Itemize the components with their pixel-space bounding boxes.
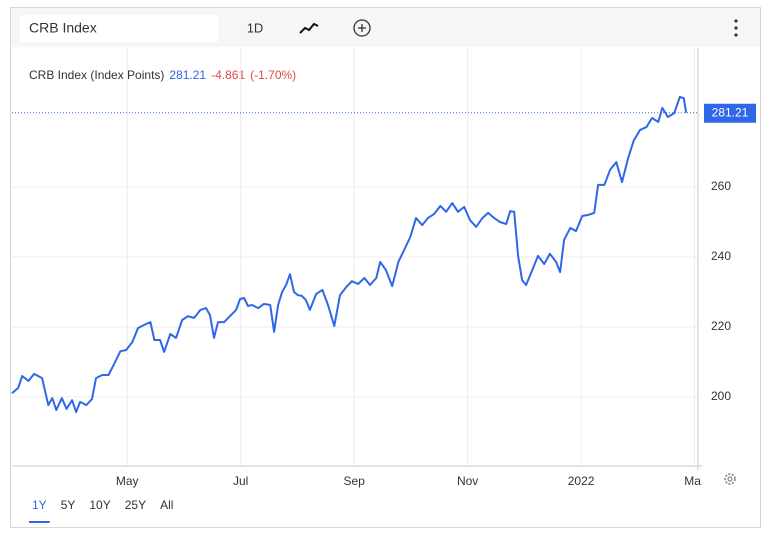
y-tick-label: 240	[711, 249, 731, 263]
y-tick-label: 260	[711, 179, 731, 193]
x-tick-label: Sep	[343, 474, 365, 488]
legend-change-percent: (-1.70%)	[250, 68, 296, 82]
x-tick-label: Nov	[457, 474, 478, 488]
x-tick-label: May	[116, 474, 139, 488]
x-tick-label: Jul	[233, 474, 248, 488]
last-value-tag	[704, 103, 756, 123]
frame	[10, 7, 761, 528]
y-tick-label: 200	[711, 389, 731, 403]
range-button[interactable]: 25Y	[125, 498, 146, 512]
range-button[interactable]: 1Y	[32, 498, 47, 512]
settings-icon[interactable]	[724, 473, 736, 485]
range-button[interactable]: 10Y	[89, 498, 110, 512]
legend-change: -4.861	[211, 68, 245, 82]
interval-button[interactable]: 1D	[247, 20, 264, 35]
y-tick-label: 220	[711, 319, 731, 333]
legend-name: CRB Index (Index Points)	[29, 68, 164, 82]
x-tick-label: 2022	[568, 474, 595, 488]
symbol-input[interactable]	[20, 15, 218, 42]
chart-type-icon[interactable]	[299, 22, 319, 34]
add-icon[interactable]	[353, 19, 371, 37]
x-tick-label: Mar	[684, 474, 705, 488]
line-series	[11, 96, 688, 414]
legend-last: 281.21	[169, 68, 206, 82]
range-underline	[29, 521, 50, 523]
last-value-tag-text: 281.21	[712, 105, 749, 119]
symbol-text: CRB Index	[29, 20, 97, 36]
menu-icon[interactable]	[734, 19, 738, 37]
x-axis-labels: May Jul Sep Nov 2022 Mar	[116, 474, 705, 488]
range-button[interactable]: All	[160, 498, 173, 512]
range-button[interactable]: 5Y	[61, 498, 76, 512]
